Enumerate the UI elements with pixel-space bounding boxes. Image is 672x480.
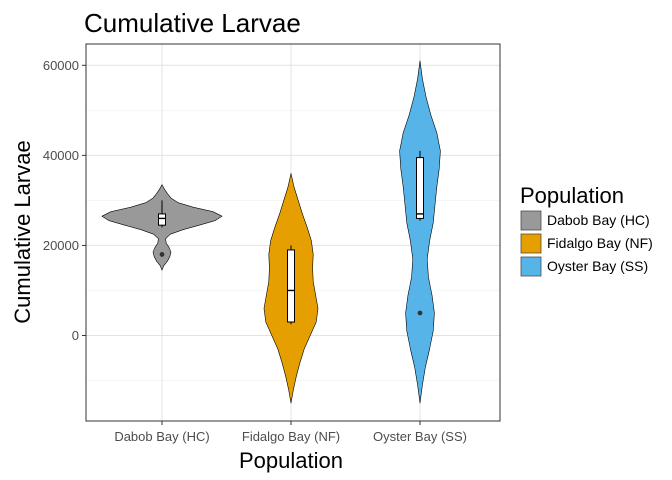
y-axis-title: Cumulative Larvae xyxy=(10,140,35,323)
x-tick-label: Oyster Bay (SS) xyxy=(373,429,467,444)
legend-label: Fidalgo Bay (NF) xyxy=(547,235,653,251)
x-tick-label: Dabob Bay (HC) xyxy=(114,429,209,444)
outlier-point xyxy=(417,310,423,316)
chart-title: Cumulative Larvae xyxy=(84,8,301,38)
box-1 xyxy=(158,213,166,226)
y-axis: 0 20000 40000 60000 xyxy=(43,58,86,343)
y-tick-label: 20000 xyxy=(43,238,79,253)
box-2 xyxy=(287,249,295,323)
x-axis: Dabob Bay (HC) Fidalgo Bay (NF) Oyster Bay… xyxy=(114,421,467,444)
legend-title: Population xyxy=(520,183,624,208)
legend-key-swatch xyxy=(520,210,542,231)
legend-label: Oyster Bay (SS) xyxy=(547,258,648,274)
x-axis-title: Population xyxy=(239,448,343,473)
outlier-point xyxy=(159,252,165,257)
plot-border xyxy=(85,43,501,422)
y-tick-label: 60000 xyxy=(43,58,79,73)
x-tick-label: Fidalgo Bay (NF) xyxy=(242,429,340,444)
legend-label: Dabob Bay (HC) xyxy=(547,212,650,228)
y-tick-label: 0 xyxy=(72,328,79,343)
legend-key-swatch xyxy=(520,233,542,254)
violin-3 xyxy=(399,60,441,404)
box-3 xyxy=(416,157,424,219)
violin-layer xyxy=(101,60,441,404)
legend: Population Dabob Bay (HC) Fidalgo Bay (NF… xyxy=(520,183,653,277)
y-tick-label: 40000 xyxy=(43,148,79,163)
legend-key-swatch xyxy=(520,256,542,277)
